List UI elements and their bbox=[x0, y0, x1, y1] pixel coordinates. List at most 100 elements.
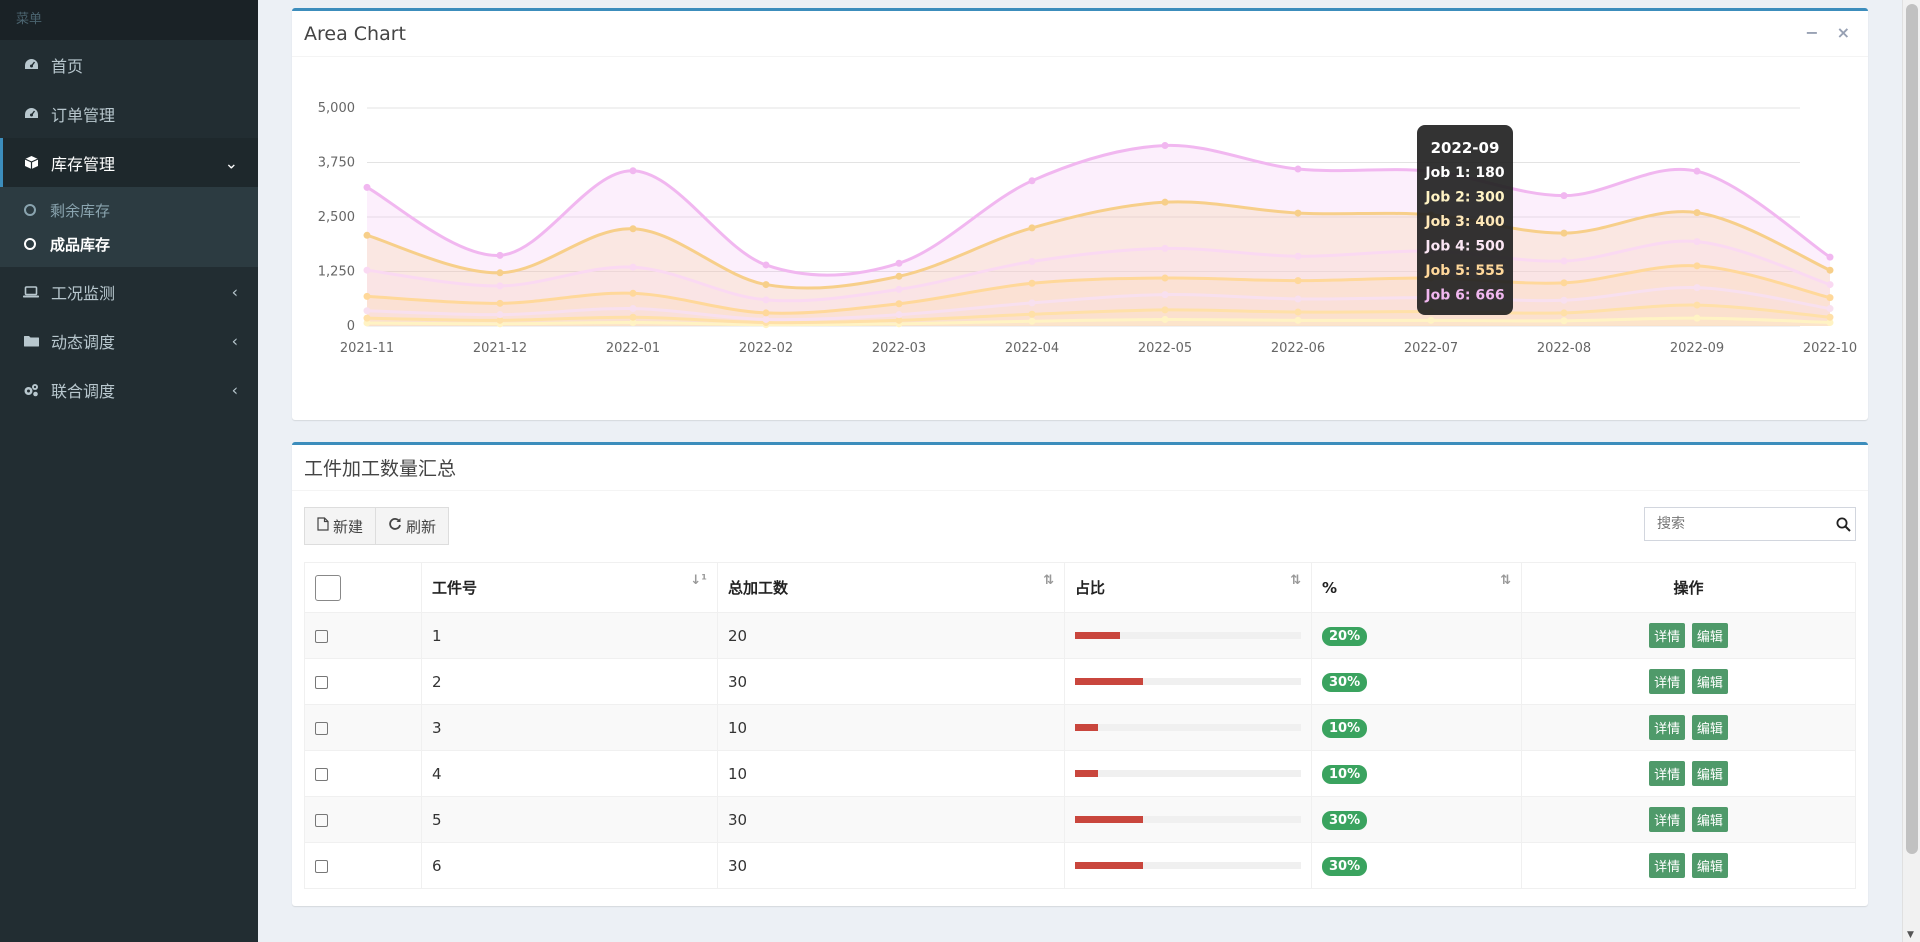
table-row[interactable]: 4 10 10% 详情 编辑 bbox=[304, 750, 1856, 797]
tooltip-title: 2022-09 bbox=[1431, 139, 1500, 157]
sidebar-subitem-remaining[interactable]: 剩余库存 bbox=[0, 193, 258, 227]
x-tick-label: 2022-07 bbox=[1404, 341, 1458, 356]
row-actions: 详情 编辑 bbox=[1521, 796, 1856, 843]
percent-badge: 10% bbox=[1322, 764, 1368, 784]
percent-badge: 30% bbox=[1322, 810, 1368, 830]
scrollbar-thumb[interactable] bbox=[1906, 4, 1918, 854]
sidebar-item-dynamic-scheduling[interactable]: 动态调度 ‹ bbox=[0, 316, 258, 365]
edit-button[interactable]: 编辑 bbox=[1691, 853, 1728, 878]
series-point bbox=[1161, 244, 1169, 252]
sort-icon[interactable]: ⇅ bbox=[1290, 573, 1301, 588]
search-input[interactable] bbox=[1645, 508, 1831, 540]
table-row[interactable]: 3 10 10% 详情 编辑 bbox=[304, 704, 1856, 751]
ratio-bar bbox=[1075, 816, 1301, 823]
column-header-ratio[interactable]: 占比 ⇅ bbox=[1064, 562, 1312, 613]
series-point bbox=[629, 289, 637, 297]
y-tick-label: 3,750 bbox=[318, 156, 355, 171]
series-point bbox=[762, 309, 770, 317]
row-checkbox[interactable] bbox=[315, 767, 328, 781]
row-total: 30 bbox=[717, 796, 1065, 843]
column-header-actions: 操作 bbox=[1521, 562, 1856, 613]
sidebar-item-label: 订单管理 bbox=[51, 105, 116, 125]
table-row[interactable]: 2 30 30% 详情 编辑 bbox=[304, 658, 1856, 705]
circle-icon bbox=[24, 204, 36, 216]
detail-button[interactable]: 详情 bbox=[1649, 853, 1686, 878]
table-row[interactable]: 6 30 30% 详情 编辑 bbox=[304, 842, 1856, 889]
row-checkbox[interactable] bbox=[315, 675, 328, 689]
ratio-bar bbox=[1075, 770, 1301, 777]
sidebar-item-monitoring[interactable]: 工况监测 ‹ bbox=[0, 267, 258, 316]
series-point bbox=[363, 319, 371, 327]
column-header-percent[interactable]: % ⇅ bbox=[1311, 562, 1522, 613]
detail-button[interactable]: 详情 bbox=[1649, 807, 1686, 832]
sidebar-item-inventory[interactable]: 库存管理 ⌄ bbox=[0, 138, 258, 187]
refresh-button[interactable]: 刷新 bbox=[376, 507, 450, 545]
row-id: 1 bbox=[421, 612, 718, 659]
ratio-bar bbox=[1075, 724, 1301, 731]
x-tick-label: 2022-05 bbox=[1138, 341, 1192, 356]
chart-box-header: Area Chart − × bbox=[292, 11, 1868, 57]
row-select-cell bbox=[304, 612, 422, 659]
sidebar-item-joint-scheduling[interactable]: 联合调度 ‹ bbox=[0, 365, 258, 414]
row-select-cell bbox=[304, 750, 422, 797]
sidebar-item-home[interactable]: 首页 bbox=[0, 40, 258, 89]
edit-button[interactable]: 编辑 bbox=[1691, 715, 1728, 740]
row-checkbox[interactable] bbox=[315, 813, 328, 827]
table-row[interactable]: 5 30 30% 详情 编辑 bbox=[304, 796, 1856, 843]
scroll-down-arrow-icon[interactable]: ▼ bbox=[1907, 930, 1914, 940]
table-toolbar: 新建 刷新 bbox=[304, 507, 450, 545]
sort-icon[interactable]: ⇅ bbox=[1500, 573, 1511, 588]
row-total: 10 bbox=[717, 704, 1065, 751]
column-header-label: 工件号 bbox=[432, 579, 478, 597]
column-header-id[interactable]: 工件号 ↓¹ bbox=[421, 562, 718, 613]
new-button[interactable]: 新建 bbox=[304, 507, 377, 545]
ratio-bar bbox=[1075, 678, 1301, 685]
close-button[interactable]: × bbox=[1836, 23, 1850, 42]
row-checkbox[interactable] bbox=[315, 721, 328, 735]
circle-icon bbox=[24, 238, 36, 250]
row-checkbox[interactable] bbox=[315, 629, 328, 643]
row-percent-cell: 10% bbox=[1311, 750, 1522, 797]
detail-button[interactable]: 详情 bbox=[1649, 715, 1686, 740]
sort-asc-icon[interactable]: ↓¹ bbox=[690, 573, 707, 588]
series-point bbox=[1028, 257, 1036, 265]
series-point bbox=[1826, 281, 1834, 289]
series-point bbox=[1826, 266, 1834, 274]
dashboard-icon bbox=[23, 57, 39, 73]
edit-button[interactable]: 编辑 bbox=[1691, 669, 1728, 694]
sidebar-item-label: 动态调度 bbox=[51, 332, 116, 352]
column-header-total[interactable]: 总加工数 ⇅ bbox=[717, 562, 1065, 613]
row-id: 2 bbox=[421, 658, 718, 705]
sidebar-subitem-label: 成品库存 bbox=[50, 235, 111, 254]
sidebar-item-orders[interactable]: 订单管理 bbox=[0, 89, 258, 138]
series-point bbox=[1826, 294, 1834, 302]
series-line bbox=[366, 316, 1831, 327]
edit-button[interactable]: 编辑 bbox=[1691, 761, 1728, 786]
detail-button[interactable]: 详情 bbox=[1649, 761, 1686, 786]
page-scrollbar[interactable]: ▼ bbox=[1902, 0, 1920, 942]
series-point bbox=[1560, 296, 1568, 304]
row-id: 4 bbox=[421, 750, 718, 797]
minimize-button[interactable]: − bbox=[1805, 23, 1819, 42]
edit-button[interactable]: 编辑 bbox=[1691, 807, 1728, 832]
x-tick-label: 2022-02 bbox=[739, 341, 793, 356]
chart-box-title: Area Chart bbox=[304, 22, 406, 45]
series-point bbox=[762, 296, 770, 304]
search-icon[interactable] bbox=[1831, 517, 1855, 532]
table-box-title: 工件加工数量汇总 bbox=[304, 458, 457, 480]
edit-button[interactable]: 编辑 bbox=[1691, 623, 1728, 648]
detail-button[interactable]: 详情 bbox=[1649, 623, 1686, 648]
table-row[interactable]: 1 20 20% 详情 编辑 bbox=[304, 612, 1856, 659]
select-all-checkbox[interactable] bbox=[315, 574, 341, 601]
new-button-label: 新建 bbox=[333, 517, 364, 536]
column-header-label: 占比 bbox=[1075, 579, 1106, 597]
y-tick-label: 0 bbox=[347, 319, 355, 334]
row-checkbox[interactable] bbox=[315, 859, 328, 873]
detail-button[interactable]: 详情 bbox=[1649, 669, 1686, 694]
ratio-bar-fill bbox=[1075, 724, 1098, 731]
sidebar-item-label: 联合调度 bbox=[51, 381, 116, 401]
sort-icon[interactable]: ⇅ bbox=[1043, 573, 1054, 588]
series-point bbox=[895, 272, 903, 280]
sidebar-subitem-finished[interactable]: 成品库存 bbox=[0, 227, 258, 261]
workpiece-summary-box: 工件加工数量汇总 新建 刷新 工件号 bbox=[292, 442, 1868, 906]
